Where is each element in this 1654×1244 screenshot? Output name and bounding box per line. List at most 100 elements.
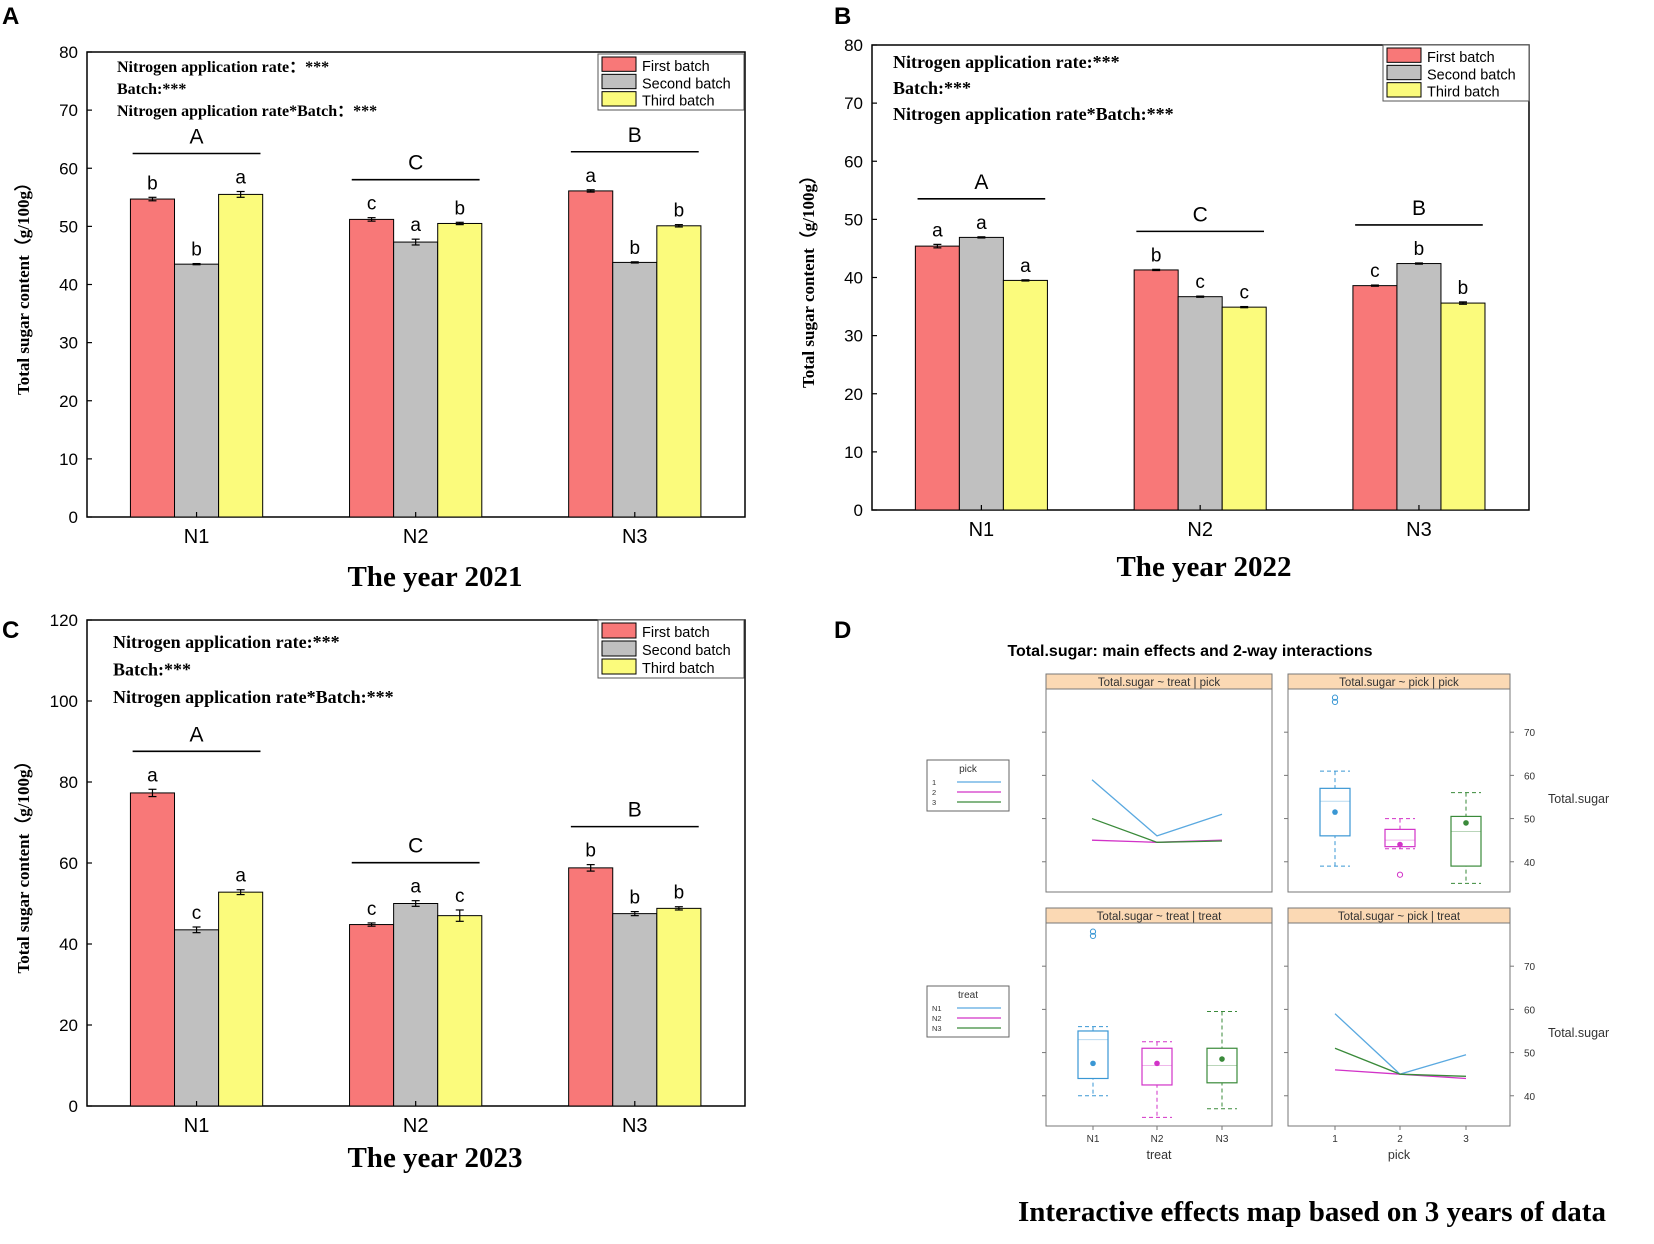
significance-letter: c xyxy=(367,194,377,215)
bottom-tick-label: 3 xyxy=(1463,1134,1469,1145)
significance-letter: a xyxy=(932,220,943,241)
y-tick-label: 60 xyxy=(844,152,863,171)
bar xyxy=(129,198,176,518)
box-outlier xyxy=(1089,932,1097,940)
y-tick-label: 10 xyxy=(59,450,78,469)
bar xyxy=(174,263,220,518)
significance-letter: a xyxy=(235,866,246,887)
legend-label: Second batch xyxy=(1427,67,1516,83)
significance-letter: a xyxy=(410,877,421,898)
x-tick-label: N2 xyxy=(1187,519,1213,541)
interaction-legend-label: 1 xyxy=(932,778,936,787)
panel-letter-d: D xyxy=(834,617,851,644)
y-tick-label: 20 xyxy=(59,1016,78,1035)
group-significance-letter: A xyxy=(974,171,988,194)
subpanel-strip-label: Total.sugar ~ pick | treat xyxy=(1338,911,1461,923)
interaction-line xyxy=(1091,817,1223,843)
significance-letter: a xyxy=(1020,256,1031,277)
bar xyxy=(1352,285,1398,511)
significance-letter: a xyxy=(976,213,987,234)
subpanel-frame xyxy=(1287,673,1511,893)
significance-letter: b xyxy=(674,883,685,904)
group-significance-letter: A xyxy=(190,126,204,149)
right-tick-label: 50 xyxy=(1524,1049,1536,1060)
x-tick-label: N3 xyxy=(622,526,648,548)
panel-letter-b: B xyxy=(834,3,851,30)
chart-title: The year 2021 xyxy=(347,561,522,593)
x-tick-label: N1 xyxy=(184,1115,210,1137)
bar-chart-2021: 0 10 20 30 40 50 60 70 80 Total sugar content（g/1… xyxy=(13,43,746,593)
subpanel-strip-label: Total.sugar ~ pick | pick xyxy=(1339,677,1459,689)
right-tick-label: 70 xyxy=(1524,728,1536,739)
interaction-legend-label: 3 xyxy=(932,798,936,807)
y-tick-label: 70 xyxy=(59,101,78,120)
right-axis-label: Total.sugar xyxy=(1548,1026,1609,1040)
subpanel-strip xyxy=(1045,907,1273,924)
box-mean-point xyxy=(1154,1060,1160,1067)
group-significance-letter: B xyxy=(628,799,642,822)
box-outlier xyxy=(1331,694,1339,701)
bottom-tick-label: 1 xyxy=(1332,1134,1338,1145)
y-tick-label: 20 xyxy=(844,385,863,404)
significance-letter: a xyxy=(147,765,158,786)
y-axis-label: Total sugar content（g/100g） xyxy=(13,174,33,395)
y-tick-label: 100 xyxy=(50,692,78,711)
box-iqr xyxy=(1077,1030,1109,1080)
anova-annotation: Nitrogen application rate*Batch:*** xyxy=(893,104,1174,124)
bar xyxy=(1177,296,1223,511)
significance-letter: b xyxy=(674,201,685,222)
y-tick-label: 30 xyxy=(844,327,863,346)
legend-label: Second batch xyxy=(642,76,731,92)
legend-label: Third batch xyxy=(642,661,715,677)
legend-label: Second batch xyxy=(642,643,731,659)
interaction-legend-label: N2 xyxy=(932,1014,942,1023)
significance-letter: b xyxy=(147,173,158,194)
interaction-line xyxy=(1091,779,1223,837)
right-tick-label: 60 xyxy=(1524,771,1536,782)
significance-letter: b xyxy=(585,841,596,862)
bar xyxy=(437,222,483,518)
subpanel-strip xyxy=(1045,673,1273,690)
legend-swatch xyxy=(1386,64,1422,81)
y-tick-label: 0 xyxy=(69,1097,78,1116)
box-outlier xyxy=(1089,928,1097,935)
y-tick-label: 80 xyxy=(844,36,863,55)
y-axis-label: Total sugar content（g/100g） xyxy=(13,752,33,973)
subpanel-strip-label: Total.sugar ~ treat | treat xyxy=(1097,911,1223,923)
subpanel-strip xyxy=(1287,673,1511,690)
legend-swatch xyxy=(601,73,637,90)
group-significance-letter: C xyxy=(408,835,423,858)
panel-letter-c: C xyxy=(2,617,19,644)
y-tick-label: 30 xyxy=(59,334,78,353)
y-tick-label: 60 xyxy=(59,854,78,873)
group-significance-letter: B xyxy=(1412,197,1426,220)
y-tick-label: 0 xyxy=(854,501,863,520)
x-tick-label: N2 xyxy=(403,526,429,548)
bar xyxy=(914,245,960,511)
interaction-title: Total.sugar: main effects and 2-way inte… xyxy=(1007,643,1372,660)
bar-chart-2023: 0 20 40 60 80 100 120 Total sugar content（g/100… xyxy=(13,611,746,1174)
right-tick-label: 60 xyxy=(1524,1005,1536,1016)
chart-title: The year 2022 xyxy=(1116,551,1291,583)
bar xyxy=(1002,279,1048,511)
interaction-caption: Interactive effects map based on 3 years… xyxy=(1018,1196,1606,1228)
right-tick-label: 40 xyxy=(1524,1092,1536,1103)
significance-letter: b xyxy=(1414,239,1425,260)
bottom-tick-label: 2 xyxy=(1397,1134,1403,1145)
bar xyxy=(656,907,702,1107)
significance-letter: a xyxy=(585,166,596,187)
significance-letter: a xyxy=(410,215,421,236)
anova-annotation: Nitrogen application rate：*** xyxy=(117,59,329,76)
anova-annotation: Batch:*** xyxy=(893,78,971,98)
group-significance-letter: A xyxy=(190,723,204,746)
significance-letter: b xyxy=(191,240,202,261)
right-tick-label: 50 xyxy=(1524,815,1536,826)
right-tick-label: 70 xyxy=(1524,962,1536,973)
bar xyxy=(393,903,439,1107)
group-significance-letter: C xyxy=(1193,203,1208,226)
bar xyxy=(218,891,264,1107)
bar xyxy=(437,915,483,1107)
y-tick-label: 0 xyxy=(69,508,78,527)
box-mean-point xyxy=(1397,841,1403,848)
